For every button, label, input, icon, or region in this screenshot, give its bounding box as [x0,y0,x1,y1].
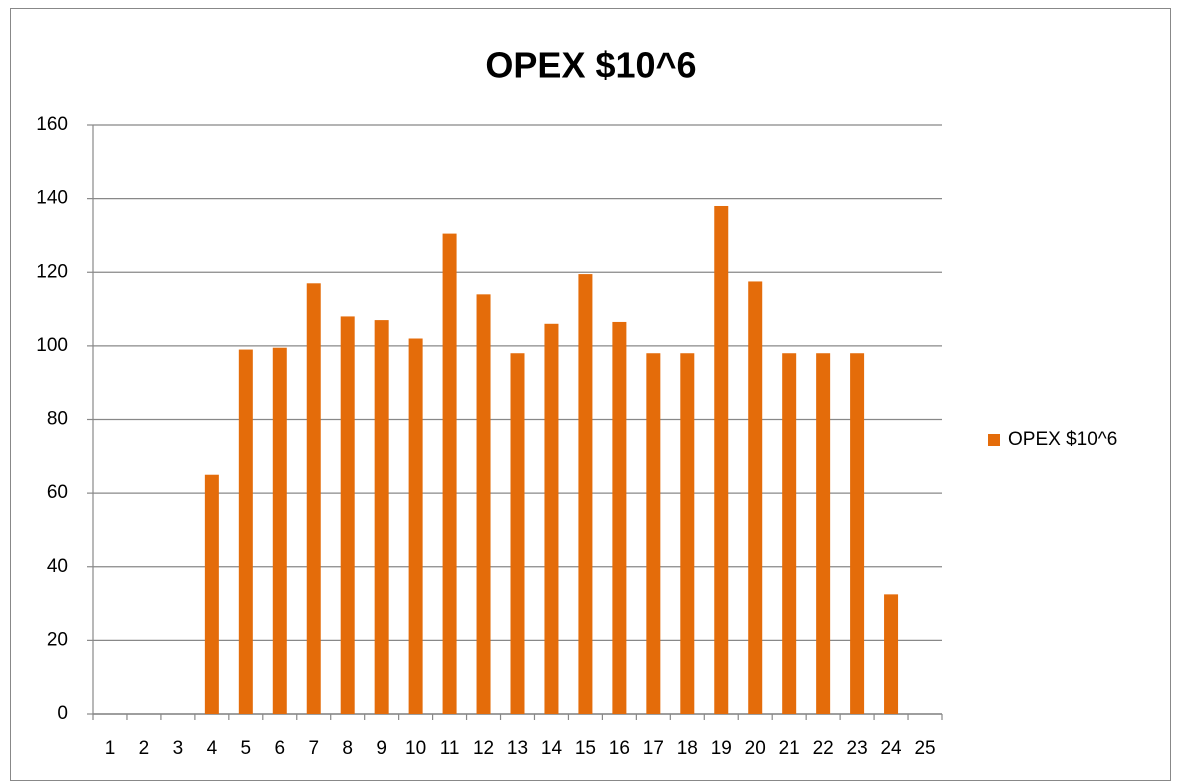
bar [238,349,253,714]
chart-title: OPEX $10^6 [485,45,696,86]
x-tick-label: 13 [507,738,528,759]
bar [306,283,321,714]
bar [646,353,661,714]
y-tick-label: 160 [36,114,68,135]
x-tick-label: 23 [847,738,868,759]
x-tick-label: 17 [643,738,664,759]
x-tick-label: 16 [609,738,630,759]
y-tick-label: 120 [36,261,68,282]
legend-swatch [988,434,1000,446]
x-tick-label: 10 [405,738,426,759]
x-tick-label: 9 [376,738,387,759]
bar [476,294,491,714]
x-tick-label: 6 [274,738,285,759]
x-tick-label: 22 [813,738,834,759]
bar [510,353,525,714]
x-tick-label: 18 [677,738,698,759]
bar [714,205,729,715]
x-tick-label: 21 [779,738,800,759]
bar [544,323,559,714]
x-tick-label: 19 [711,738,732,759]
x-tick-label: 3 [173,738,184,759]
bar [578,274,593,714]
bar [748,281,763,714]
bar [782,353,797,714]
x-tick-label: 20 [745,738,766,759]
x-tick-label: 2 [139,738,150,759]
bar [442,233,457,715]
y-tick-label: 100 [36,335,68,356]
y-tick-label: 20 [47,629,68,650]
bar [816,353,831,714]
bar [374,320,389,714]
y-tick-label: 140 [36,188,68,209]
x-tick-label: 15 [575,738,596,759]
y-tick-label: 60 [47,482,68,503]
bar [272,347,287,714]
x-tick-label: 7 [308,738,319,759]
legend-label: OPEX $10^6 [1008,429,1117,450]
y-tick-label: 0 [57,703,68,724]
x-tick-label: 12 [473,738,494,759]
x-tick-label: 4 [207,738,218,759]
bar [612,321,627,714]
y-tick-label: 80 [47,409,68,430]
x-tick-label: 14 [541,738,563,759]
x-tick-label: 1 [105,738,116,759]
x-tick-label: 8 [342,738,353,759]
bar [884,594,899,714]
x-tick-label: 5 [241,738,252,759]
bar [340,316,355,714]
bar [408,338,423,714]
bar [680,353,695,714]
bar [204,474,219,714]
x-tick-label: 24 [880,738,902,759]
bar [850,353,865,714]
y-tick-label: 40 [47,556,68,577]
x-tick-label: 11 [440,738,460,759]
x-tick-label: 25 [914,738,935,759]
